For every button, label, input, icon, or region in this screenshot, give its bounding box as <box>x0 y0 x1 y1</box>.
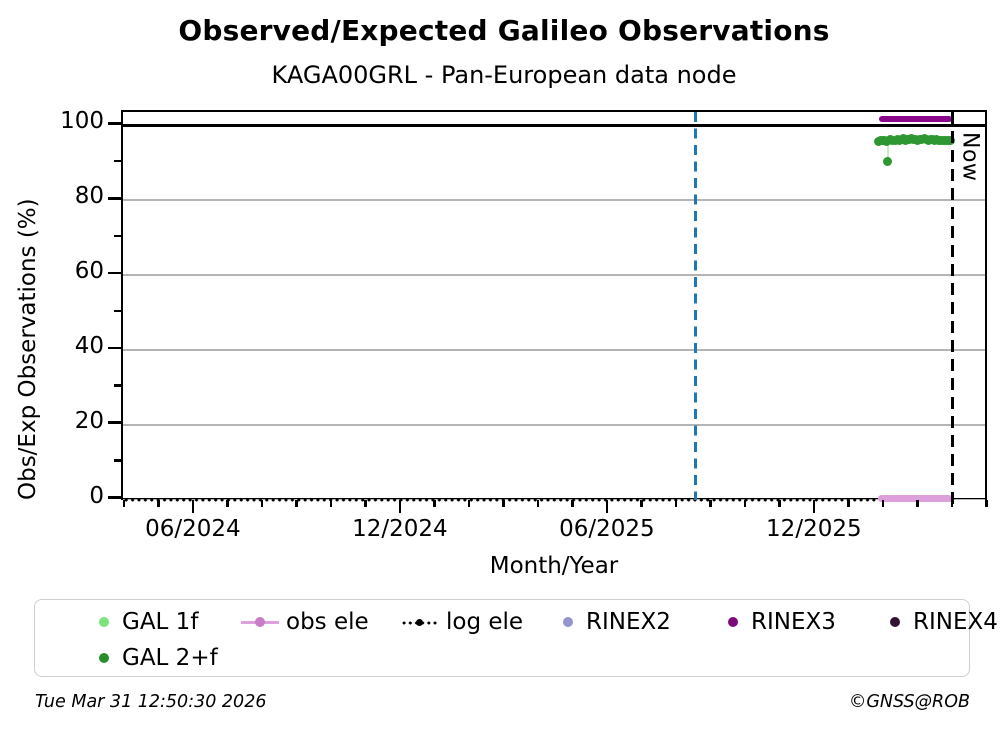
x-tick-major <box>398 500 402 513</box>
x-tick-label: 12/2024 <box>352 516 448 542</box>
obs-ele-line-dot-icon <box>241 617 279 627</box>
y-tick-minor <box>114 159 121 163</box>
y-tick-major <box>108 496 121 499</box>
series-log-ele-dotted-line <box>123 497 953 502</box>
y-axis-label: Obs/Exp Observations (%) <box>15 198 41 500</box>
legend-item-rinex3: RINEX3 <box>728 607 836 637</box>
rinex3-dot-icon <box>728 617 738 627</box>
gridline-60 <box>123 274 985 276</box>
reference-line-100 <box>123 124 985 127</box>
x-tick-minor <box>985 500 988 507</box>
footer-timestamp: Tue Mar 31 12:50:30 2026 <box>35 692 267 712</box>
series-gal-2f-point <box>946 135 956 145</box>
x-tick-major <box>605 500 609 513</box>
y-tick-major <box>108 346 121 350</box>
gal-2f-outlier-connector <box>886 141 889 162</box>
x-tick-label: 12/2025 <box>766 516 862 542</box>
footer-credit: ©GNSS@ROB <box>848 692 970 712</box>
x-tick-label: 06/2024 <box>145 516 241 542</box>
legend-label: RINEX4 <box>913 609 998 635</box>
series-rinex3-band <box>878 115 953 123</box>
legend-label: GAL 1f <box>122 609 199 635</box>
plot-area <box>121 110 987 506</box>
series-gal-2f-point <box>883 156 893 166</box>
legend-label: log ele <box>446 609 524 635</box>
log-ele-dotted-line-icon <box>401 617 439 627</box>
y-tick-major <box>108 271 121 275</box>
legend: GAL 1f obs ele log ele RINEX2 RINEX3 RIN… <box>34 599 998 677</box>
gridline-40 <box>123 349 985 351</box>
y-tick-major <box>108 197 121 200</box>
rinex2-dot-icon <box>563 617 573 627</box>
x-tick-label: 06/2025 <box>559 516 655 542</box>
legend-item-gal-1f: GAL 1f <box>99 607 198 637</box>
gridline-80 <box>123 199 985 202</box>
y-tick-minor <box>114 459 121 462</box>
legend-item-rinex2: RINEX2 <box>563 607 671 637</box>
y-tick-major <box>108 421 121 424</box>
x-axis-label: Month/Year <box>489 553 619 579</box>
event-dashed-line <box>693 112 697 500</box>
legend-item-gal-2f: GAL 2+f <box>99 643 218 673</box>
legend-item-rinex4: RINEX4 <box>890 607 998 637</box>
series-obs-ele-band <box>878 494 953 502</box>
legend-label: obs ele <box>286 609 369 635</box>
chart-subtitle: KAGA00GRL - Pan-European data node <box>271 61 737 89</box>
gridline-20 <box>123 423 985 426</box>
legend-item-log-ele: log ele <box>401 607 523 637</box>
chart-title: Observed/Expected Galileo Observations <box>178 14 830 47</box>
legend-label: GAL 2+f <box>122 645 218 671</box>
rinex4-dot-icon <box>890 617 900 627</box>
x-tick-major <box>812 500 816 513</box>
now-line-label: Now <box>957 132 983 182</box>
x-tick-major <box>191 500 195 513</box>
y-tick-minor <box>114 384 121 387</box>
y-tick-minor <box>114 309 121 313</box>
y-tick-minor <box>114 234 121 238</box>
legend-label: RINEX3 <box>751 609 836 635</box>
legend-label: RINEX2 <box>586 609 671 635</box>
legend-item-obs-ele: obs ele <box>241 607 369 637</box>
gal-1f-dot-icon <box>99 617 109 627</box>
y-tick-major <box>108 122 121 125</box>
now-dashed-line <box>951 112 955 506</box>
gal-2f-dot-icon <box>99 653 109 663</box>
